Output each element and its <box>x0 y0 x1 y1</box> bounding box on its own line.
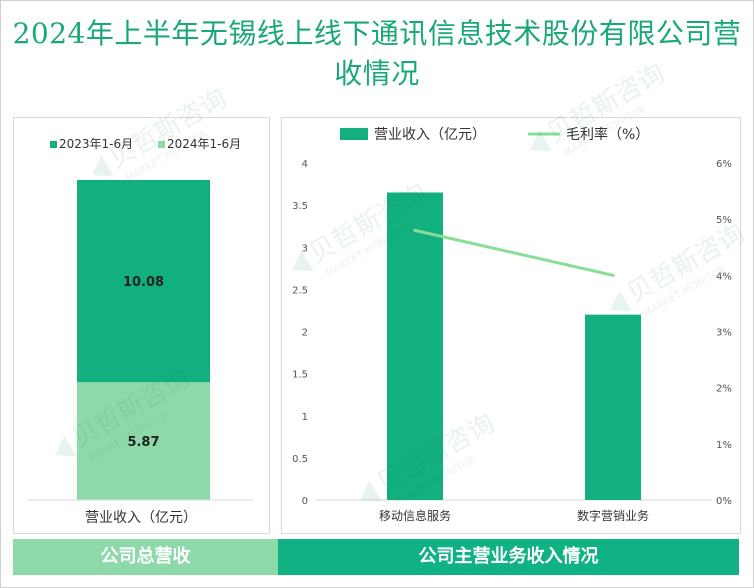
category-label-2: 数字营销业务 <box>577 508 649 523</box>
business-bar-2 <box>585 314 641 500</box>
margin-line-path <box>413 228 615 277</box>
total-revenue-chart: 2023年1-6月 2024年1-6月 5.87 10.08 营业收入（亿元） <box>28 137 254 526</box>
business-bar-1 <box>387 192 443 501</box>
stacked-bars: 5.87 10.08 <box>77 180 210 500</box>
y-left-tick-label: 0.5 <box>292 454 308 465</box>
y-right-tick-label: 5% <box>716 215 732 226</box>
business-bars <box>387 192 641 501</box>
y-left-tick-label: 3.5 <box>292 201 308 212</box>
main-business-chart: 营业收入（亿元） 毛利率（%） 0 0.5 1 1.5 2 2.5 3 3.5 4 0% 1% 2% 3… <box>292 126 732 523</box>
y-left-tick-label: 4 <box>302 159 308 170</box>
right-axes: 0 0.5 1 1.5 2 2.5 3 3.5 4 0% 1% 2% 3% 4% 5% 6% <box>292 159 732 507</box>
data-label-2024: 5.87 <box>127 435 159 450</box>
footer-main-business: 公司主营业务收入情况 <box>278 539 739 575</box>
y-right-tick-label: 4% <box>716 271 732 282</box>
bar-segment-2023 <box>77 180 210 383</box>
y-left-tick-label: 3 <box>302 243 308 254</box>
y-left-tick-label: 2.5 <box>292 285 308 296</box>
margin-point-2 <box>611 273 615 277</box>
legend-swatch-2024 <box>158 141 165 148</box>
left-legend: 2023年1-6月 2024年1-6月 <box>50 137 241 151</box>
category-labels: 移动信息服务 数字营销业务 <box>379 508 649 523</box>
bar-segment-2024 <box>77 382 210 500</box>
margin-point-1 <box>413 228 417 232</box>
y-right-tick-label: 6% <box>716 159 732 170</box>
y-left-tick-label: 1 <box>302 412 308 423</box>
y-left-tick-label: 2 <box>302 328 308 339</box>
legend-label-margin: 毛利率（%） <box>566 126 649 143</box>
category-label-1: 移动信息服务 <box>379 508 451 523</box>
y-right-tick-label: 1% <box>716 440 732 451</box>
legend-label-2023: 2023年1-6月 <box>59 137 133 151</box>
right-legend: 营业收入（亿元） 毛利率（%） <box>340 126 649 143</box>
y-right-tick-label: 3% <box>716 328 732 339</box>
footer-total-revenue: 公司总营收 <box>13 539 278 575</box>
legend-swatch-revenue <box>340 128 368 140</box>
y-right-tick-label: 0% <box>716 496 732 507</box>
data-label-2023: 10.08 <box>123 275 164 290</box>
legend-label-revenue: 营业收入（亿元） <box>374 127 486 143</box>
y-left-tick-label: 1.5 <box>292 370 308 381</box>
legend-label-2024: 2024年1-6月 <box>167 137 241 151</box>
left-x-axis-label: 营业收入（亿元） <box>85 510 197 526</box>
y-right-tick-label: 2% <box>716 384 732 395</box>
main-business-panel: 营业收入（亿元） 毛利率（%） 0 0.5 1 1.5 2 2.5 3 3.5 4 0% 1% 2% 3… <box>281 117 741 534</box>
chart-title: 2024年上半年无锡线上线下通讯信息技术股份有限公司营收情况 <box>12 17 742 90</box>
legend-swatch-2023 <box>50 141 57 148</box>
margin-line <box>413 228 615 277</box>
y-left-tick-label: 0 <box>302 496 308 507</box>
total-revenue-panel: 2023年1-6月 2024年1-6月 5.87 10.08 营业收入（亿元） <box>13 117 270 534</box>
